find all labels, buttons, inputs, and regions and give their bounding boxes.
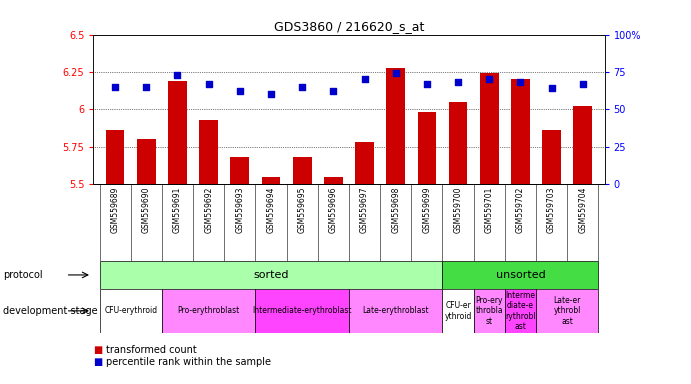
Bar bbox=[505, 289, 536, 333]
Text: development stage: development stage bbox=[3, 306, 98, 316]
Point bbox=[328, 88, 339, 94]
Bar bbox=[100, 261, 442, 289]
Bar bbox=[256, 289, 349, 333]
Text: CFU-erythroid: CFU-erythroid bbox=[104, 306, 158, 315]
Text: ■: ■ bbox=[93, 357, 102, 367]
Bar bbox=[355, 142, 374, 184]
Text: CFU-er
ythroid: CFU-er ythroid bbox=[444, 301, 472, 321]
Point bbox=[453, 79, 464, 86]
Bar bbox=[480, 73, 499, 184]
Point bbox=[203, 81, 214, 87]
Point bbox=[577, 81, 588, 87]
Text: transformed count: transformed count bbox=[106, 345, 196, 355]
Text: GSM559699: GSM559699 bbox=[422, 187, 431, 233]
Bar bbox=[442, 289, 473, 333]
Bar bbox=[349, 289, 442, 333]
Text: Interme
diate-e
rythrobl
ast: Interme diate-e rythrobl ast bbox=[505, 291, 536, 331]
Bar bbox=[100, 289, 162, 333]
Title: GDS3860 / 216620_s_at: GDS3860 / 216620_s_at bbox=[274, 20, 424, 33]
Text: Late-erythroblast: Late-erythroblast bbox=[362, 306, 429, 315]
Bar bbox=[511, 79, 530, 184]
Text: GSM559696: GSM559696 bbox=[329, 187, 338, 233]
Bar bbox=[574, 106, 592, 184]
Bar bbox=[324, 177, 343, 184]
Point bbox=[359, 76, 370, 83]
Text: Late-er
ythrobl
ast: Late-er ythrobl ast bbox=[553, 296, 581, 326]
Bar bbox=[473, 289, 505, 333]
Bar bbox=[448, 102, 467, 184]
Text: GSM559701: GSM559701 bbox=[485, 187, 494, 233]
Point bbox=[296, 84, 307, 90]
Text: unsorted: unsorted bbox=[495, 270, 545, 280]
Text: percentile rank within the sample: percentile rank within the sample bbox=[106, 357, 271, 367]
Bar bbox=[162, 289, 256, 333]
Bar bbox=[106, 131, 124, 184]
Point bbox=[515, 79, 526, 86]
Text: GSM559690: GSM559690 bbox=[142, 187, 151, 233]
Bar bbox=[442, 261, 598, 289]
Bar bbox=[137, 139, 155, 184]
Bar bbox=[231, 157, 249, 184]
Text: GSM559695: GSM559695 bbox=[298, 187, 307, 233]
Bar bbox=[542, 131, 561, 184]
Bar bbox=[262, 177, 281, 184]
Text: Pro-erythroblast: Pro-erythroblast bbox=[178, 306, 240, 315]
Text: GSM559700: GSM559700 bbox=[453, 187, 462, 233]
Text: GSM559702: GSM559702 bbox=[516, 187, 525, 233]
Text: GSM559689: GSM559689 bbox=[111, 187, 120, 233]
Point bbox=[172, 72, 183, 78]
Point bbox=[390, 70, 401, 76]
Point bbox=[265, 91, 276, 98]
Point bbox=[141, 84, 152, 90]
Text: Intermediate-erythroblast: Intermediate-erythroblast bbox=[252, 306, 352, 315]
Text: GSM559693: GSM559693 bbox=[236, 187, 245, 233]
Point bbox=[484, 76, 495, 83]
Text: ■: ■ bbox=[93, 345, 102, 355]
Point bbox=[110, 84, 121, 90]
Text: GSM559703: GSM559703 bbox=[547, 187, 556, 233]
Text: sorted: sorted bbox=[254, 270, 289, 280]
Bar bbox=[417, 113, 436, 184]
Text: protocol: protocol bbox=[3, 270, 43, 280]
Bar bbox=[199, 120, 218, 184]
Bar bbox=[386, 68, 405, 184]
Bar bbox=[536, 289, 598, 333]
Point bbox=[546, 85, 557, 91]
Point bbox=[234, 88, 245, 94]
Text: GSM559692: GSM559692 bbox=[204, 187, 213, 233]
Text: GSM559704: GSM559704 bbox=[578, 187, 587, 233]
Text: GSM559698: GSM559698 bbox=[391, 187, 400, 233]
Text: Pro-ery
throbla
st: Pro-ery throbla st bbox=[475, 296, 503, 326]
Point bbox=[422, 81, 433, 87]
Text: GSM559691: GSM559691 bbox=[173, 187, 182, 233]
Bar bbox=[293, 157, 312, 184]
Bar bbox=[168, 81, 187, 184]
Text: GSM559697: GSM559697 bbox=[360, 187, 369, 233]
Text: GSM559694: GSM559694 bbox=[267, 187, 276, 233]
